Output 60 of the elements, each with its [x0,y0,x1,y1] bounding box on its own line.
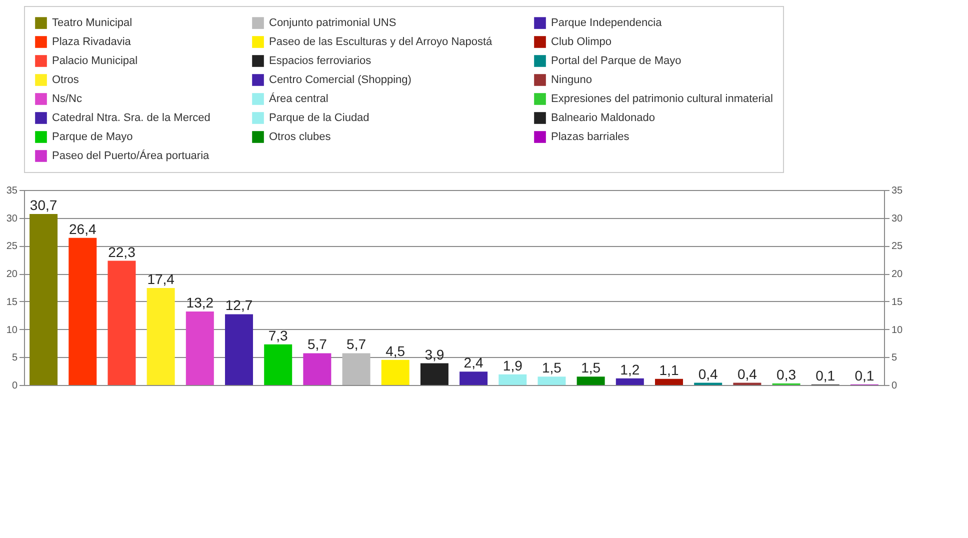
data-label: 30,7 [30,196,58,213]
data-label: 5,7 [346,336,366,352]
y2-tick-label: 30 [892,213,904,224]
legend-label: Paseo del Puerto/Área portuaria [52,149,210,162]
legend-label: Club Olimpo [551,36,612,48]
data-label: 3,9 [424,346,444,362]
legend-label: Catedral Ntra. Sra. de la Merced [52,112,210,124]
data-label: 1,5 [581,360,601,376]
data-label: 1,5 [542,360,562,376]
data-label: 0,4 [698,366,718,382]
legend-label: Conjunto patrimonial UNS [269,17,396,30]
data-label: 1,1 [659,362,679,378]
legend-label: Parque Independencia [551,17,663,30]
legend-label: Ns/Nc [52,93,82,105]
y2-tick-label: 10 [892,324,904,336]
data-label: 22,3 [108,244,136,260]
data-label: 0,3 [776,366,796,382]
legend-label: Área central [269,92,328,105]
data-label: 4,5 [386,342,406,359]
legend-label: Palacio Municipal [52,55,138,67]
y-tick-label: 15 [6,296,18,308]
data-label: 0,4 [737,366,758,382]
legend-label: Espacios ferroviarios [269,55,372,67]
y2-tick-label: 20 [892,269,904,280]
y2-tick-label: 35 [892,186,904,196]
data-label: 5,7 [307,336,328,352]
y2-tick-label: 0 [892,380,898,392]
data-label: 12,7 [225,297,253,314]
legend-label: Teatro Municipal [52,17,132,30]
legend-label: Otros clubes [269,131,332,143]
y-tick-label: 10 [6,324,18,336]
legend-label: Plaza Rivadavia [52,36,132,48]
legend-label: Balneario Maldonado [551,112,655,124]
y-tick-label: 0 [12,380,18,392]
data-label: 17,4 [147,271,175,288]
data-label: 7,3 [268,327,288,344]
y-tick-label: 30 [6,213,18,224]
y-tick-label: 35 [6,186,18,196]
data-label: 0,1 [816,367,836,384]
legend-label: Parque de la Ciudad [269,112,370,124]
y-tick-label: 5 [12,352,18,364]
legend-label: Paseo de las Esculturas y del Arroyo Napostá [269,36,494,48]
legend-label: Ninguno [551,74,592,86]
y2-tick-label: 25 [892,241,904,252]
y-tick-label: 25 [6,241,18,252]
legend-label: Otros [52,74,80,86]
data-label: 0,1 [854,367,874,384]
data-label: 1,9 [502,357,523,374]
data-label: 13,2 [186,294,214,310]
legend-label: Plazas barriales [551,131,630,143]
data-label: 26,4 [69,220,96,237]
legend-label: Centro Comercial (Shopping) [269,74,412,86]
legend-label: Portal del Parque de Mayo [551,55,682,67]
data-label: 2,4 [464,354,484,371]
legend-label: Expresiones del patrimonio cultural inmaterial [551,93,773,105]
legend-label: Parque de Mayo [52,131,133,143]
data-label: 1,2 [620,361,640,378]
y2-tick-label: 15 [892,296,904,308]
y-tick-label: 20 [6,269,18,280]
y2-tick-label: 5 [892,352,898,364]
